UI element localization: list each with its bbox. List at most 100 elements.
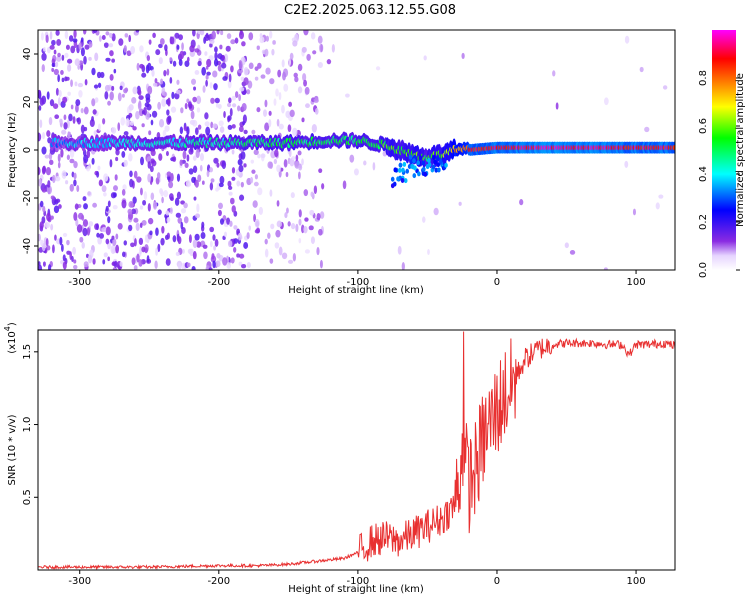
heatmap-speckle [151, 110, 158, 118]
heatmap-speckle [62, 96, 68, 104]
heatmap-speckle [52, 244, 55, 254]
heatmap-speckle [158, 118, 165, 128]
heatmap-speckle [305, 103, 310, 109]
heatmap-speckle [46, 212, 52, 222]
heatmap-speckle [166, 109, 170, 116]
heatmap-speckle [157, 243, 161, 253]
heatmap-speckle [175, 212, 182, 218]
heatmap-speckle [260, 74, 266, 79]
heatmap-speckle [135, 30, 140, 33]
ridge-tail-cell [427, 162, 432, 168]
heatmap-speckle [233, 225, 238, 230]
heatmap-speckle [111, 127, 117, 134]
ridge-tail-cell [402, 161, 407, 167]
y-tick-label: 1.5 [22, 344, 33, 360]
heatmap-speckle [141, 219, 147, 226]
heatmap-speckle [98, 179, 103, 187]
heatmap-speckle [71, 255, 74, 263]
heatmap-speckle [110, 245, 116, 255]
heatmap-speckle [123, 88, 128, 94]
heatmap-speckle [234, 91, 239, 98]
heatmap-speckle [254, 76, 259, 81]
heatmap-speckle [375, 66, 381, 71]
heatmap-speckle [301, 158, 304, 166]
heatmap-speckle [64, 52, 69, 59]
heatmap-speckle [194, 179, 199, 188]
heatmap-speckle [194, 233, 200, 241]
heatmap-speckle [91, 98, 96, 107]
heatmap-speckle [135, 111, 140, 120]
heatmap-speckle [230, 65, 234, 73]
heatmap-speckle [303, 79, 307, 87]
heatmap-speckle [45, 166, 52, 176]
heatmap-speckle [72, 38, 78, 43]
snr-x-label: Height of straight line (km) [288, 584, 424, 595]
heatmap-speckle [230, 39, 236, 45]
heatmap-speckle [68, 113, 73, 122]
heatmap-speckle [51, 67, 55, 73]
ridge-tail-cell [433, 159, 437, 165]
heatmap-speckle [69, 184, 74, 192]
heatmap-speckle [146, 156, 152, 165]
heatmap-speckle [150, 192, 155, 201]
heatmap-speckle [206, 58, 212, 68]
heatmap-speckle [264, 122, 270, 132]
heatmap-speckle [115, 244, 120, 254]
heatmap-speckle [147, 85, 153, 95]
heatmap-speckle [201, 180, 205, 185]
heatmap-speckle [68, 35, 74, 42]
heatmap-speckle [38, 166, 41, 176]
x-tick-label: -300 [68, 576, 91, 587]
heatmap-speckle [56, 38, 62, 46]
colorbar-tick-label: 0.4 [698, 166, 709, 182]
heatmap-speckle [254, 218, 260, 228]
heatmap-speckle [254, 229, 260, 234]
heatmap-speckle [241, 263, 247, 269]
heatmap-speckle [81, 241, 85, 249]
heatmap-speckle [191, 176, 196, 184]
heatmap-speckle [73, 212, 78, 221]
heatmap-speckle [155, 227, 159, 236]
heatmap-speckle [295, 154, 299, 162]
heatmap-speckle [254, 174, 258, 180]
heatmap-speckle [88, 56, 92, 61]
heatmap-speckle [57, 74, 60, 83]
heatmap-speckle [55, 176, 61, 182]
x-tick-label: 0 [494, 277, 500, 288]
heatmap-speckle [141, 123, 145, 128]
heatmap-speckle [306, 53, 311, 61]
heatmap-speckle [41, 52, 47, 61]
heatmap-speckle [188, 234, 192, 243]
heatmap-speckle [169, 207, 173, 215]
snr-scale-exponent: 4 [3, 326, 12, 331]
heatmap-speckle [243, 163, 247, 168]
heatmap-speckle [238, 60, 243, 70]
heatmap-speckle [121, 199, 127, 209]
heatmap-speckle [243, 242, 249, 249]
heatmap-speckle [154, 260, 158, 269]
heatmap-speckle [54, 234, 57, 241]
heatmap-speckle [183, 216, 189, 224]
heatmap-speckle [80, 124, 85, 134]
heatmap-speckle [57, 97, 61, 106]
heatmap-speckle [209, 240, 213, 248]
heatmap-speckle [316, 212, 321, 221]
heatmap-speckle [103, 173, 109, 182]
heatmap-speckle [109, 73, 114, 81]
ridge-tail-cell [442, 158, 447, 164]
heatmap-speckle [133, 265, 138, 270]
heatmap-speckle [252, 200, 258, 208]
heatmap-speckle [658, 194, 664, 199]
heatmap-speckle [195, 149, 200, 159]
heatmap-speckle [331, 43, 335, 53]
ridge-tail-cell [418, 155, 423, 161]
heatmap-speckle [192, 251, 197, 260]
heatmap-speckle [111, 235, 115, 240]
heatmap-speckle [127, 208, 133, 215]
heatmap-speckle [61, 244, 64, 252]
ridge-tail-cell [423, 171, 428, 177]
heatmap-speckle [54, 61, 59, 68]
heatmap-speckle [236, 180, 241, 187]
heatmap-speckle [65, 44, 70, 50]
heatmap-speckle [262, 109, 268, 117]
